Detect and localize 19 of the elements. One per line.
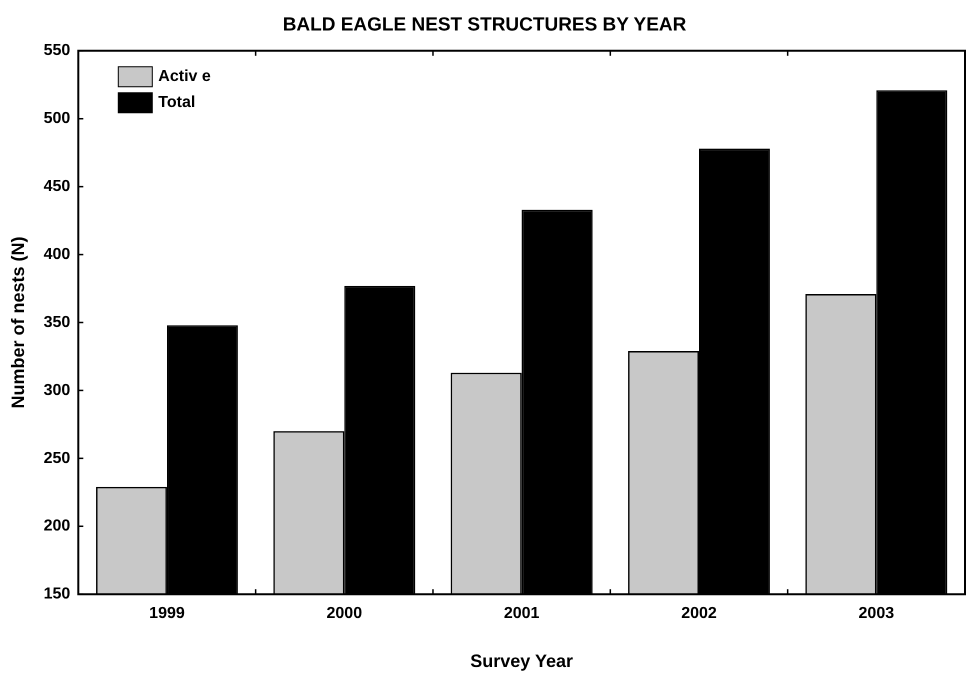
x-tick-label: 2003	[858, 605, 894, 622]
chart-title: BALD EAGLE NEST STRUCTURES BY YEAR	[282, 14, 687, 36]
y-tick-label: 550	[44, 42, 70, 60]
y-tick-label: 150	[44, 586, 70, 603]
legend-label: Activ e	[158, 68, 211, 86]
y-tick-label: 400	[44, 246, 70, 263]
y-tick-label: 200	[44, 518, 70, 535]
y-axis-title: Number of nests (N)	[8, 236, 28, 409]
y-tick-label: 350	[44, 314, 70, 331]
legend-label: Total	[158, 94, 196, 112]
x-tick-label: 2001	[504, 605, 540, 622]
x-tick-label: 2002	[681, 605, 717, 622]
y-tick-label: 500	[44, 110, 70, 128]
x-axis-title: Survey Year	[470, 651, 574, 672]
x-tick-label: 1999	[149, 605, 185, 622]
x-tick-label: 2000	[326, 605, 362, 622]
y-tick-label: 300	[44, 382, 70, 399]
y-tick-label: 250	[44, 450, 70, 467]
y-tick-label: 450	[44, 178, 70, 196]
